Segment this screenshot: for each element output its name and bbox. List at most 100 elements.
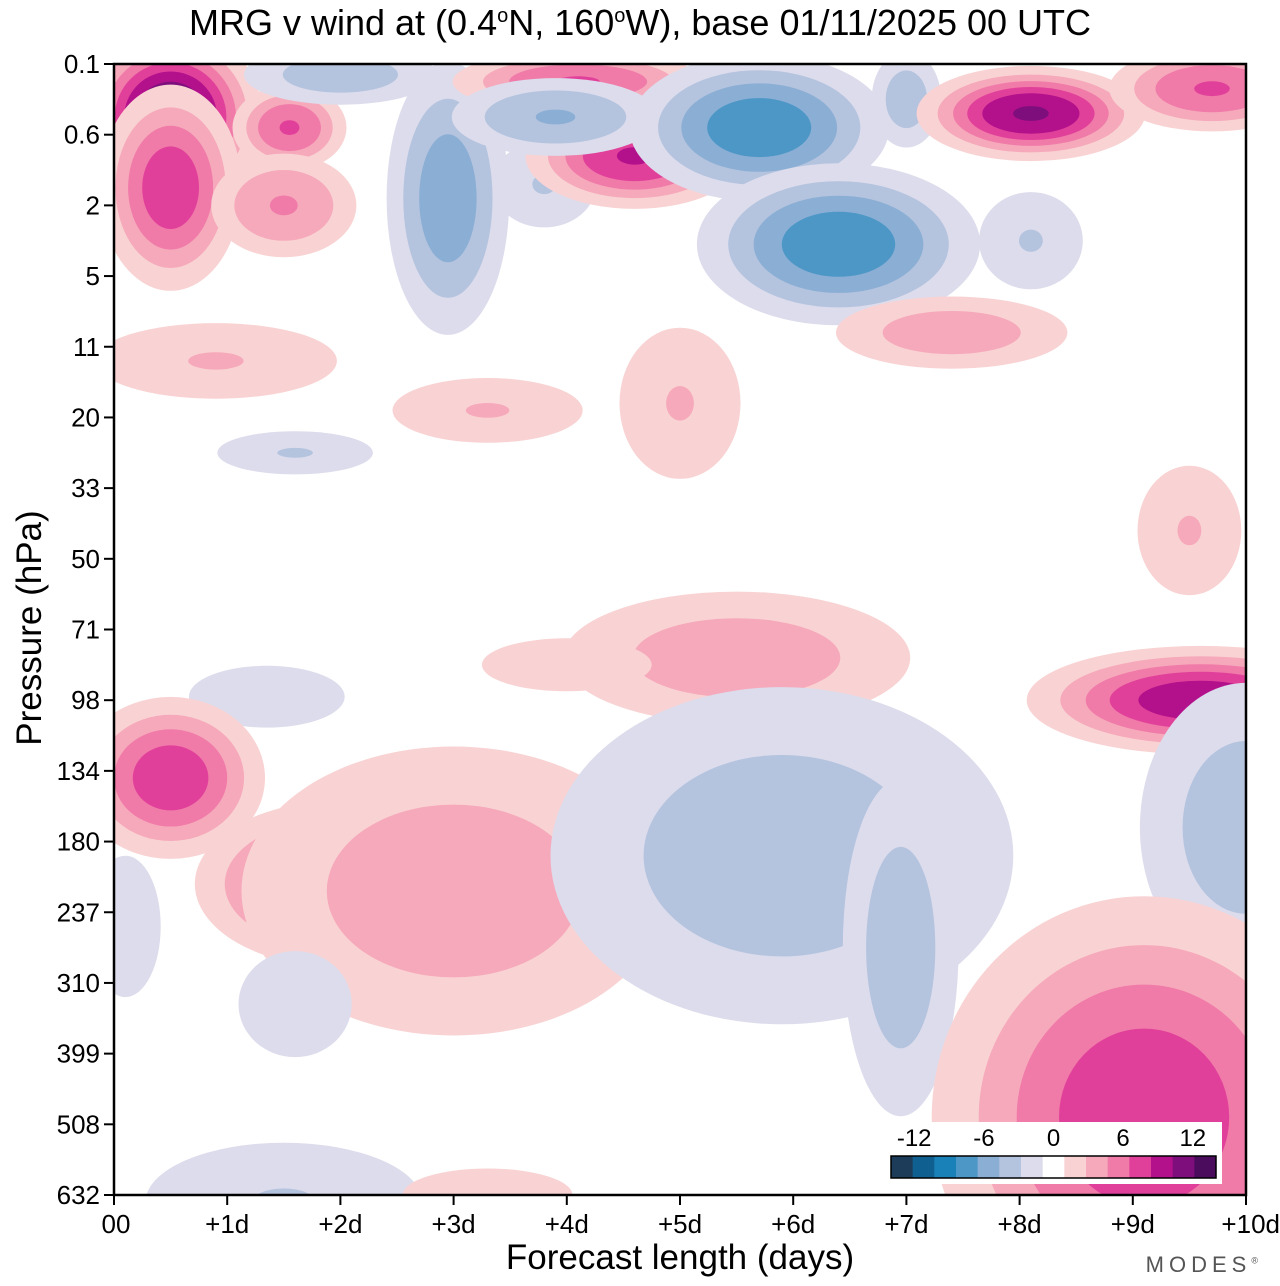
x-tick-label: +5d [658, 1209, 702, 1239]
contour-band [188, 352, 244, 370]
contour-feature [244, 64, 437, 105]
contour-band [882, 311, 1021, 355]
colorbar-swatch [912, 1156, 935, 1178]
colorbar-swatch [1107, 1156, 1130, 1178]
contour-band [256, 1188, 311, 1195]
contour-feature [481, 638, 652, 692]
colorbar-swatch [977, 1156, 1000, 1178]
colorbar-swatch [956, 1156, 979, 1178]
y-tick-label: 33 [71, 473, 100, 503]
chart-title: MRG v wind at (0.4oN, 160oW), base 01/11… [189, 2, 1091, 43]
contour-feature [696, 163, 981, 326]
x-tick-label: +4d [545, 1209, 589, 1239]
contour-band [114, 855, 161, 998]
colorbar-swatch [1194, 1156, 1217, 1178]
contour-band [632, 618, 841, 698]
contour-feature [629, 64, 889, 202]
y-tick-label: 50 [71, 544, 100, 574]
x-axis-label: Forecast length (days) [505, 1238, 855, 1277]
colorbar-swatch [1064, 1156, 1087, 1178]
colorbar-swatch [1021, 1156, 1044, 1178]
contour-feature [619, 327, 741, 479]
contour-feature [232, 84, 347, 171]
contour-feature [842, 779, 959, 1117]
colorbar-label: 12 [1179, 1125, 1206, 1152]
y-tick-label: 5 [86, 261, 100, 291]
colorbar-label: 0 [1047, 1125, 1060, 1152]
contour-feature [451, 78, 660, 156]
contour-band [1182, 741, 1246, 914]
contour-feature [1137, 465, 1242, 596]
contour-band [866, 846, 936, 1049]
colorbar-swatch [1042, 1156, 1065, 1178]
colorbar-swatch [1129, 1156, 1152, 1178]
contour-feature [238, 951, 352, 1058]
y-tick-label: 310 [57, 968, 100, 998]
colorbar-swatch [1151, 1156, 1174, 1178]
contour-feature [392, 378, 583, 443]
contour-feature [114, 696, 265, 859]
contour-band [269, 195, 298, 216]
contour-band [279, 120, 300, 135]
contour-band [326, 804, 581, 978]
colorbar-label: 6 [1116, 1125, 1129, 1152]
y-tick-label: 237 [57, 897, 100, 927]
contour-band [1177, 515, 1202, 546]
contour-band [707, 98, 812, 158]
contour-feature [916, 65, 1146, 162]
contour-feature [217, 431, 373, 475]
contour-band [142, 146, 200, 229]
contour-feature [211, 153, 357, 258]
x-axis: 00 +1d +2d +3d +4d +5d +6d +7d +8d +9d +10d [102, 1195, 1280, 1239]
y-tick-label: 11 [73, 332, 100, 362]
contour-band [465, 403, 510, 418]
y-tick-label: 134 [57, 756, 100, 786]
contour-feature [188, 665, 345, 728]
x-tick-label: +8d [998, 1209, 1042, 1239]
x-tick-label: +1d [205, 1209, 249, 1239]
contour-band [666, 386, 694, 421]
y-tick-label: 20 [71, 402, 100, 432]
contour-feature [979, 192, 1083, 290]
colorbar-frame [890, 1155, 1217, 1179]
contour-band [132, 745, 209, 811]
contour-band [188, 665, 345, 728]
y-tick-label: 180 [57, 827, 100, 857]
y-tick-label: 2 [86, 190, 100, 220]
x-tick-label: 00 [102, 1209, 131, 1239]
x-tick-label: +10d [1221, 1209, 1280, 1239]
contour-band [1013, 106, 1049, 121]
contour-band [282, 64, 398, 93]
colorbar-swatch [934, 1156, 957, 1178]
contour-band [535, 109, 576, 125]
y-tick-label: 98 [71, 685, 100, 715]
y-tick-label: 71 [71, 615, 100, 645]
y-tick-label: 399 [57, 1039, 100, 1069]
contour-band [146, 1142, 422, 1195]
colorbar-swatch [1086, 1156, 1109, 1178]
contour-feature [1109, 64, 1246, 132]
colorbar-label: -6 [973, 1125, 994, 1152]
contour-feature [114, 84, 242, 291]
x-tick-label: +9d [1111, 1209, 1155, 1239]
colorbar: -12 -6 0 6 12 [885, 1122, 1222, 1184]
x-tick-label: +7d [884, 1209, 928, 1239]
y-tick-label: 0.6 [64, 120, 100, 150]
x-tick-label: +2d [318, 1209, 362, 1239]
contour-band [1019, 229, 1043, 252]
y-tick-label: 0.1 [64, 49, 100, 79]
contour-feature [146, 1142, 422, 1195]
contour-feature [836, 296, 1068, 369]
contour-field [114, 64, 1246, 1195]
y-axis-label: Pressure (hPa) [10, 510, 49, 746]
contour-band [781, 211, 896, 277]
x-tick-label: +3d [432, 1209, 476, 1239]
contour-feature [114, 855, 161, 998]
y-tick-label: 632 [57, 1180, 100, 1210]
brand-logo: MODES® [1145, 1252, 1258, 1277]
contour-band [277, 447, 313, 458]
colorbar-label: -12 [897, 1125, 932, 1152]
contour-band [1194, 81, 1230, 97]
colorbar-swatch [1172, 1156, 1195, 1178]
